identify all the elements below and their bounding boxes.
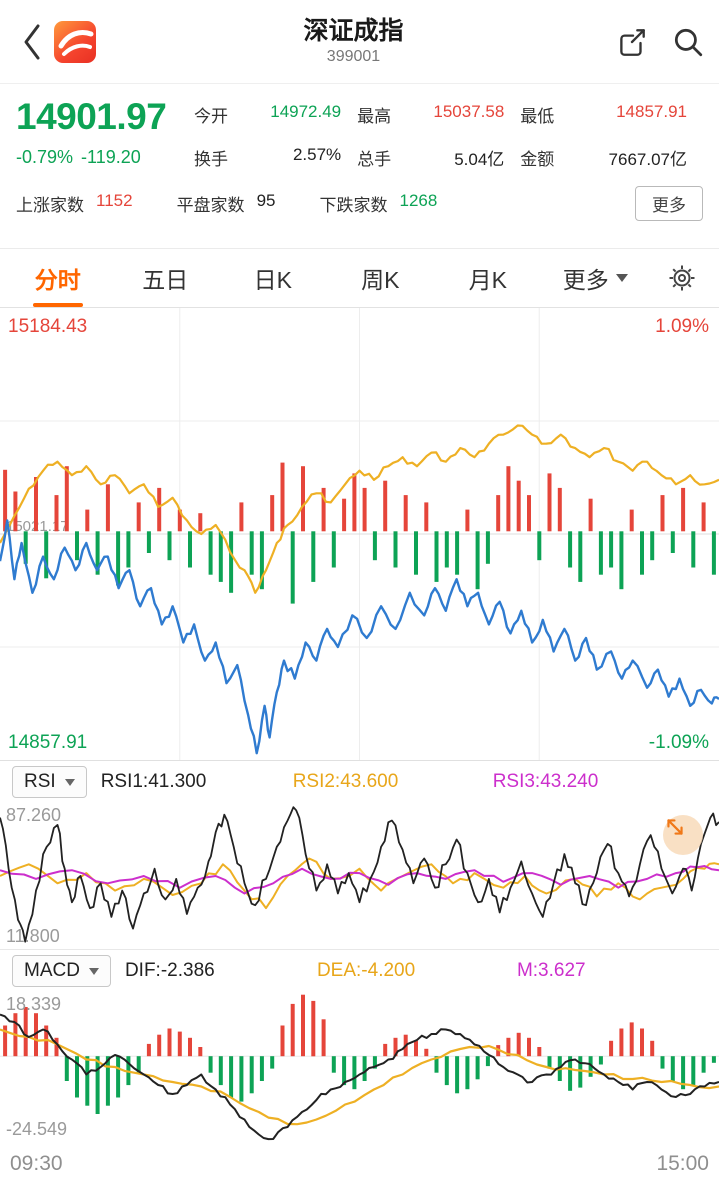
axis-high-percent: 1.09% (655, 316, 709, 337)
search-icon[interactable] (671, 25, 705, 59)
tab-intraday[interactable]: 分时 (4, 249, 112, 307)
chart-settings-button[interactable] (649, 249, 715, 307)
rsi-axis-max: 87.260 (6, 805, 62, 825)
rsi3-value: RSI3:43.240 (492, 771, 599, 792)
axis-low-price: 14857.91 (8, 732, 88, 753)
stat-high: 最高 15037.58 (357, 102, 505, 126)
quote-stats: 今开 14972.49 最高 15037.58 最低 14857.91 换手 2.57%… (194, 96, 703, 170)
axis-high-price: 15184.43 (8, 316, 88, 337)
expand-chart-button[interactable] (663, 815, 703, 855)
rsi-indicator-selector[interactable]: RSI (12, 766, 87, 798)
time-start: 09:30 (10, 1151, 63, 1175)
price-change: -0.79% -119.20 (16, 147, 194, 168)
chevron-down-icon (64, 778, 75, 786)
rsi-legend: RSI1:41.300 RSI2:43.600 RSI3:43.240 (101, 771, 707, 793)
rsi2-value: RSI2:43.600 (292, 771, 399, 792)
stat-amount: 金额 7667.07亿 (520, 150, 687, 169)
unchanged-count: 平盘家数 95 (176, 191, 276, 215)
chevron-down-icon (88, 967, 99, 975)
stat-turnover-rate: 换手 2.57% (194, 145, 342, 169)
tab-more[interactable]: 更多 (542, 249, 650, 307)
tab-weekly-k[interactable]: 周K (361, 267, 400, 293)
more-button[interactable]: 更多 (635, 186, 703, 221)
tab-monthly-k[interactable]: 月K (468, 267, 507, 293)
m-value: M:3.627 (516, 960, 586, 981)
page-title: 深证成指 (303, 16, 404, 45)
stock-code: 399001 (326, 47, 381, 65)
title-block: 深证成指 399001 (96, 17, 611, 66)
axis-low-percent: -1.09% (648, 732, 709, 753)
dea-value: DEA:-4.200 (316, 960, 416, 981)
tab-5day[interactable]: 五日 (142, 267, 189, 293)
macd-indicator-selector[interactable]: MACD (12, 955, 111, 987)
gear-icon (669, 265, 695, 291)
rsi-panel-header: RSI RSI1:41.300 RSI2:43.600 RSI3:43.240 (0, 761, 719, 803)
macd-axis-max: 18.339 (6, 994, 62, 1014)
rsi1-value: RSI1:41.300 (100, 771, 207, 792)
quote-panel: 14901.97 -0.79% -119.20 今开 14972.49 最高 1503… (0, 84, 719, 248)
rsi-chart[interactable]: 87.260 11.800 (0, 803, 719, 949)
diagonal-resize-icon (667, 819, 683, 835)
advancers-count: 上涨家数 1152 (16, 191, 133, 215)
chevron-down-icon (615, 274, 628, 282)
change-value: -119.20 (81, 147, 141, 167)
time-end: 15:00 (656, 1151, 709, 1175)
macd-axis-min: -24.549 (6, 1119, 68, 1139)
dif-value: DIF:-2.386 (124, 960, 215, 981)
stat-low: 最低 14857.91 (520, 102, 687, 126)
stat-volume: 总手 5.04亿 (357, 150, 505, 169)
rsi-axis-min: 11.800 (6, 926, 60, 946)
macd-chart[interactable]: 18.339 -24.549 (0, 992, 719, 1142)
header: 深证成指 399001 (0, 0, 719, 84)
current-price: 14901.97 (16, 96, 167, 137)
decliners-count: 下跌家数 1268 (319, 191, 438, 215)
tab-daily-k[interactable]: 日K (253, 267, 292, 293)
intraday-chart[interactable]: 15184.43 1.09% 15021.17 14857.91 -1.09% (0, 308, 719, 761)
back-button[interactable] (14, 20, 50, 64)
eastmoney-logo-icon (54, 20, 96, 63)
market-breadth-row: 上涨家数 1152 平盘家数 95 下跌家数 1268 更多 (16, 186, 703, 221)
change-percent: -0.79% (16, 147, 74, 167)
time-axis: 09:30 15:00 (0, 1142, 719, 1185)
chart-tab-bar: 分时 五日 日K 周K 月K 更多 (0, 248, 719, 308)
stat-open: 今开 14972.49 (194, 102, 342, 126)
macd-panel-header: MACD DIF:-2.386 DEA:-4.200 M:3.627 (0, 949, 719, 992)
macd-legend: DIF:-2.386 DEA:-4.200 M:3.627 (125, 960, 707, 982)
share-icon[interactable] (615, 25, 649, 59)
